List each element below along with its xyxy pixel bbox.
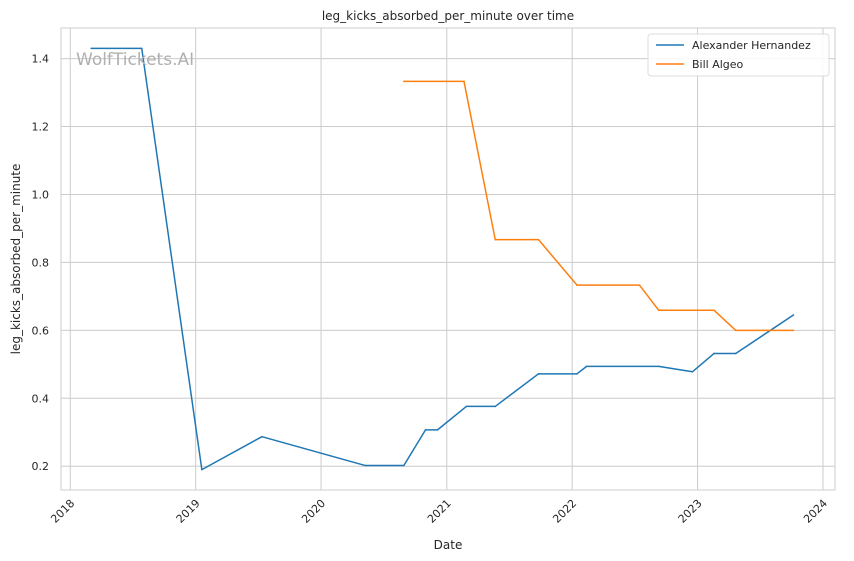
data-point-series-0 <box>537 373 540 375</box>
data-point-series-0 <box>576 373 578 375</box>
data-point-series-1 <box>537 238 540 241</box>
x-tick-label: 2018 <box>48 497 77 526</box>
legend-box <box>647 33 830 77</box>
data-point-series-0 <box>364 464 367 467</box>
legend-label-series-0: Alexander Hernandez <box>692 39 811 52</box>
data-point-series-0 <box>713 352 715 355</box>
data-point-series-0 <box>657 365 660 368</box>
data-point-series-0 <box>436 429 439 431</box>
y-tick-label: 0.4 <box>32 392 50 405</box>
x-tick-label: 2021 <box>425 497 454 526</box>
data-point-series-0 <box>261 435 263 438</box>
data-point-series-0 <box>90 47 93 50</box>
y-tick-label: 0.6 <box>32 324 50 337</box>
y-tick-label: 1.4 <box>32 53 50 66</box>
y-axis-title: leg_kicks_absorbed_per_minute <box>9 164 23 355</box>
data-point-series-0 <box>140 47 143 50</box>
legend: Alexander Hernandez Bill Algeo <box>647 33 830 77</box>
data-point-series-0 <box>585 365 588 368</box>
data-point-series-0 <box>691 370 694 373</box>
y-tick-label: 1.0 <box>32 188 50 201</box>
data-point-series-0 <box>424 429 427 431</box>
plot-lines <box>90 47 795 471</box>
x-axis-title: Date <box>434 538 463 552</box>
plot-frame <box>60 27 836 491</box>
data-point-series-0 <box>792 314 795 316</box>
data-point-series-1 <box>463 80 465 83</box>
data-point-series-1 <box>713 309 715 312</box>
data-point-series-0 <box>465 405 468 408</box>
watermark-text: WolfTickets.AI <box>76 50 194 70</box>
data-point-series-1 <box>576 284 578 286</box>
data-point-series-1 <box>494 238 497 241</box>
y-tick-label: 1.2 <box>32 121 50 134</box>
y-tick-labels: 0.2 0.4 0.6 0.8 1.0 1.2 1.4 <box>32 53 50 474</box>
data-point-series-0 <box>494 405 497 408</box>
chart-title: leg_kicks_absorbed_per_minute over time <box>322 9 574 23</box>
x-tick-labels: 2018 2019 2020 2021 2022 2023 2024 <box>48 497 830 526</box>
data-point-series-1 <box>638 284 641 286</box>
legend-label-series-1: Bill Algeo <box>692 58 744 71</box>
data-point-series-1 <box>734 329 737 332</box>
x-tick-label: 2020 <box>299 497 328 526</box>
x-tick-label: 2024 <box>801 497 830 526</box>
y-tick-label: 0.2 <box>32 460 50 473</box>
y-tick-label: 0.8 <box>32 256 50 269</box>
series-line-1 <box>403 80 794 332</box>
data-point-series-0 <box>201 468 203 471</box>
data-point-series-0 <box>403 464 405 467</box>
x-tick-label: 2019 <box>174 497 203 526</box>
x-tick-label: 2023 <box>676 497 705 526</box>
data-point-series-1 <box>403 80 405 83</box>
x-tick-label: 2022 <box>550 497 579 526</box>
data-point-series-1 <box>792 329 795 332</box>
data-point-series-0 <box>734 352 737 355</box>
data-point-series-1 <box>657 309 660 312</box>
series-line-0 <box>91 47 794 471</box>
